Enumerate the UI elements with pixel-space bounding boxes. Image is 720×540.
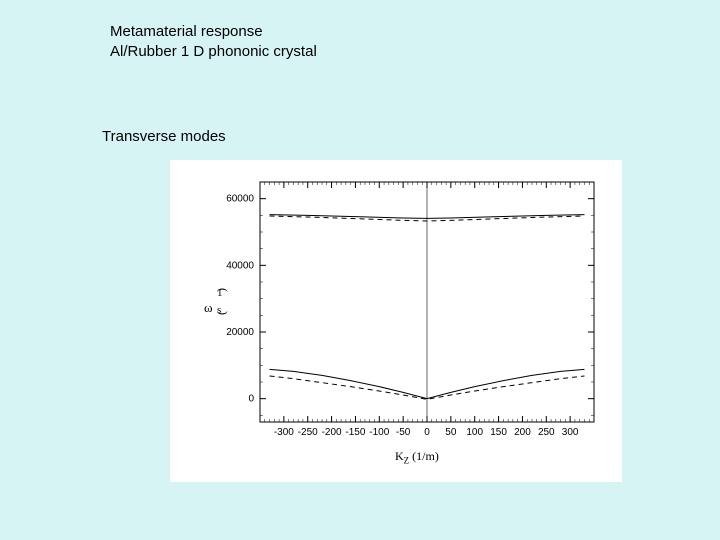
- svg-text:-100: -100: [369, 427, 389, 438]
- chart-panel: -300 -250 -200-150 -100 -50 0 50 100 150 200 250 30…: [170, 160, 622, 482]
- xlabel-sub: Z: [404, 455, 410, 465]
- svg-text:-300: -300: [274, 427, 294, 438]
- xlabel-unit: (1/m): [412, 449, 439, 463]
- svg-text:-250: -250: [298, 427, 318, 438]
- svg-text:200: 200: [514, 427, 531, 438]
- ylabel-unit-bot: s: [217, 304, 221, 316]
- svg-text:50: 50: [445, 427, 457, 438]
- chart-subtitle: Transverse modes: [102, 128, 226, 145]
- title-line-2: Al/Rubber 1 D phononic crystal: [110, 42, 317, 62]
- svg-text:0: 0: [424, 427, 430, 438]
- slide-title: Metamaterial response Al/Rubber 1 D phon…: [110, 22, 317, 63]
- dispersion-chart: -300 -250 -200-150 -100 -50 0 50 100 150 200 250 30…: [170, 160, 622, 482]
- svg-text:-50: -50: [396, 427, 411, 438]
- svg-text:150: 150: [490, 427, 507, 438]
- xlabel-main: K: [395, 449, 404, 463]
- svg-text:20000: 20000: [226, 327, 254, 338]
- ylabel-omega: ω: [204, 300, 213, 316]
- title-line-1: Metamaterial response: [110, 22, 317, 42]
- svg-text:-200: -200: [322, 427, 342, 438]
- svg-text:300: 300: [562, 427, 579, 438]
- svg-text:250: 250: [538, 427, 555, 438]
- xlabel: KZ (1/m): [395, 449, 439, 465]
- svg-text:-150: -150: [345, 427, 365, 438]
- svg-text:0: 0: [248, 394, 254, 405]
- svg-text:60000: 60000: [226, 194, 254, 205]
- ylabel-paren-close: ): [214, 288, 229, 292]
- svg-text:40000: 40000: [226, 260, 254, 271]
- svg-text:100: 100: [466, 427, 483, 438]
